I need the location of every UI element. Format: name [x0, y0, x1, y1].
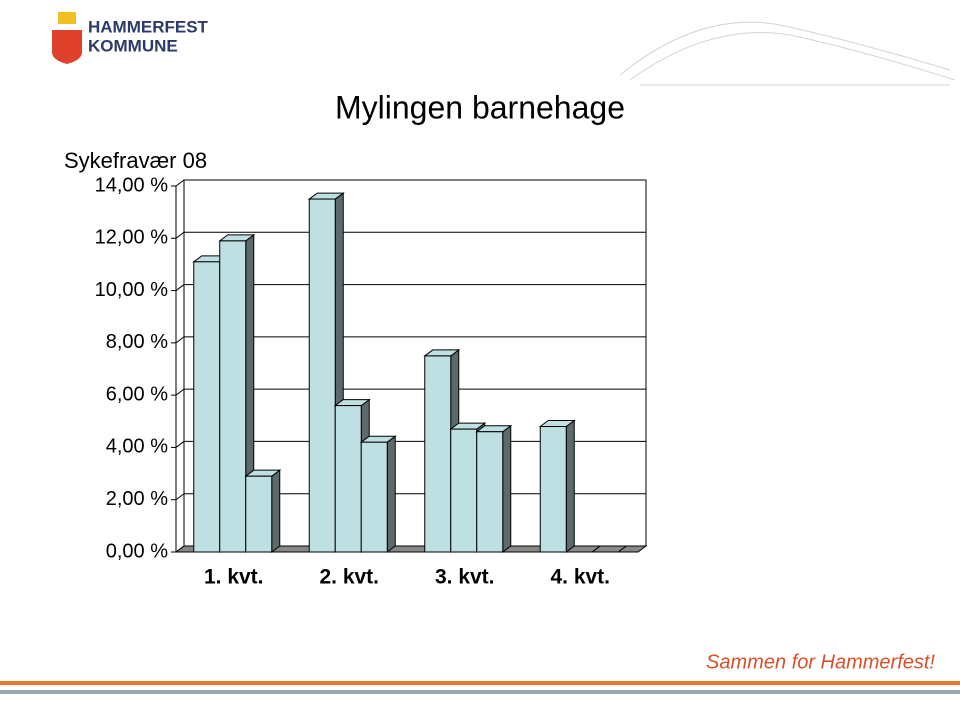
bar	[476, 431, 504, 553]
grid-line	[175, 179, 185, 187]
x-tick-label: 4. kvt.	[550, 566, 610, 589]
decor	[629, 32, 956, 81]
grid-line	[175, 545, 185, 553]
logo-shield	[52, 30, 82, 64]
bar	[308, 198, 336, 553]
bar	[334, 405, 362, 553]
y-tick-label: 14,00 %	[95, 174, 169, 196]
bar	[450, 428, 478, 553]
plot: 0,00 % 2,00 % 4,00 % 6,00 % 8,00 % 10,00 % 12,…	[95, 174, 648, 589]
bar	[193, 261, 221, 553]
bar-side	[271, 469, 281, 553]
x-tick-label: 2. kvt.	[319, 566, 379, 589]
chart-title: Mylingen barnehage	[335, 89, 625, 125]
logo-crown	[58, 12, 76, 24]
logo: HAMMERFEST KOMMUNE	[52, 12, 209, 64]
bar	[424, 355, 452, 553]
grid-line	[175, 493, 185, 501]
y-tick-label: 4,00 %	[106, 436, 168, 458]
grid-line	[175, 441, 185, 448]
bar	[360, 441, 388, 553]
y-tick-label: 10,00 %	[95, 279, 169, 301]
grid-line	[175, 231, 185, 239]
bar	[245, 475, 273, 553]
bar-side	[386, 435, 396, 553]
x-tick-label: 3. kvt.	[435, 566, 495, 589]
y-tick-label: 6,00 %	[106, 383, 168, 405]
y-tick-label: 8,00 %	[106, 331, 168, 353]
x-tick-label: 1. kvt.	[204, 566, 264, 589]
bar-top	[590, 545, 628, 553]
ship-outline	[619, 21, 956, 86]
bar	[539, 426, 567, 553]
bar-side	[502, 424, 512, 553]
bar-side	[565, 419, 575, 553]
slogan: Sammen for Hammerfest!	[706, 651, 935, 673]
bar	[219, 240, 247, 553]
grid-line	[175, 284, 185, 291]
decor	[619, 21, 951, 76]
axis-title: Sykefravær 08	[64, 148, 207, 173]
y-tick-label: 0,00 %	[106, 540, 168, 562]
logo-text: KOMMUNE	[88, 36, 178, 55]
y-tick-label: 2,00 %	[106, 488, 168, 510]
logo-text: HAMMERFEST	[88, 17, 209, 36]
y-tick-label: 12,00 %	[95, 227, 169, 249]
grid-line	[175, 336, 185, 344]
grid-line	[175, 388, 185, 396]
